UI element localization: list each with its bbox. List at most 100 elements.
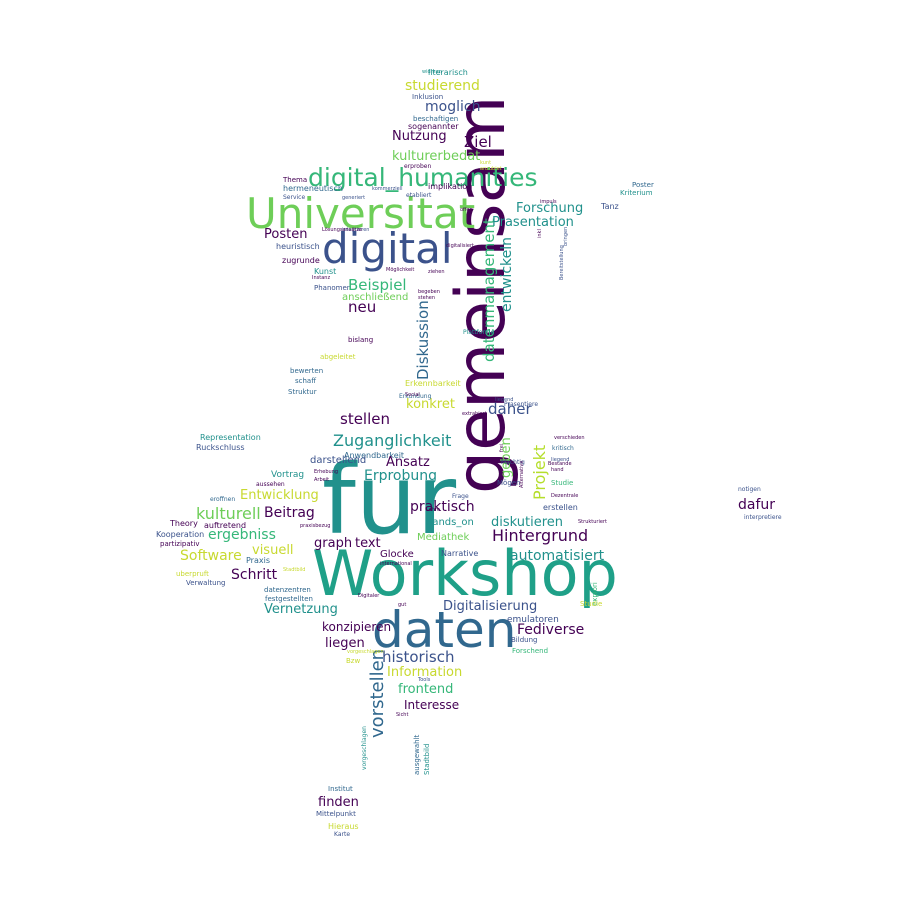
word: Information <box>387 665 463 680</box>
word: Inklusion <box>412 93 444 101</box>
word: finden <box>318 795 359 810</box>
word: extrahiert <box>462 411 487 417</box>
word: Thema <box>283 176 308 184</box>
word: frontend <box>398 682 454 697</box>
word: Karte <box>334 831 351 838</box>
word: Software <box>180 548 242 564</box>
word: datenzentren <box>264 586 311 594</box>
word: text <box>355 536 381 551</box>
word: Institut <box>328 785 353 793</box>
word: daten <box>372 601 517 659</box>
word: moglich <box>425 99 481 115</box>
word: bislang <box>348 336 374 344</box>
word: neu <box>348 298 377 316</box>
word: sogenannter <box>408 122 459 131</box>
word: integrieren <box>342 227 370 233</box>
word: interpretiere <box>744 514 782 521</box>
word: liegen <box>325 636 365 651</box>
word: Erhebung <box>314 469 339 475</box>
word: Lehre <box>426 507 440 513</box>
word: Forschung <box>516 201 584 216</box>
word: Digitaler <box>358 593 380 599</box>
word: etabliert <box>406 192 432 199</box>
word: Poster <box>632 181 654 189</box>
word: Alternative <box>519 460 525 488</box>
word: literarisch <box>428 68 468 77</box>
word: Forschend <box>512 647 549 655</box>
word: diskutieren <box>491 515 564 530</box>
word: Kooperation <box>156 530 205 539</box>
word: Nutzung <box>392 129 447 144</box>
word: gut <box>398 602 407 608</box>
word: Stadtbild <box>283 567 306 573</box>
word: Bestande <box>548 461 572 467</box>
word: hands_on <box>426 517 474 528</box>
word: Prasentiere <box>504 401 539 408</box>
word: Strukturiert <box>578 519 607 525</box>
word: Bereitstellung <box>559 245 565 280</box>
word: Vernetzung <box>264 602 338 617</box>
word: schaff <box>295 377 317 385</box>
word: Ruckschluss <box>196 443 245 452</box>
word: implikation <box>428 182 473 191</box>
word: Kriterium <box>620 189 653 197</box>
word: Prasentation <box>492 215 574 230</box>
word: kunt <box>480 160 492 166</box>
word: partizipativ <box>160 540 200 548</box>
word: Workshop <box>312 537 618 610</box>
word: eroffnen <box>210 496 236 503</box>
word: Arbeit <box>314 477 330 483</box>
word: abgeleitet <box>320 353 356 361</box>
word: entwickeln <box>499 237 515 312</box>
word: stellen <box>340 410 390 428</box>
word: Studie <box>551 479 574 487</box>
word: darstellend <box>310 455 367 466</box>
word: Instanz <box>312 275 331 281</box>
word: Anwendbarkeit <box>344 451 405 460</box>
word: international <box>380 561 412 567</box>
word: inkl <box>537 229 543 238</box>
word: Hintergrund <box>492 526 589 545</box>
word: Narrative <box>441 549 479 558</box>
word: Ansatz <box>386 455 430 470</box>
word: erproben <box>404 163 432 170</box>
word: Plattforme <box>463 329 495 336</box>
word: digitalisiert <box>446 243 475 249</box>
word: kritisch <box>552 445 574 452</box>
word: Erprobung <box>364 468 438 484</box>
word: ergebniss <box>208 527 276 543</box>
word: Diskussion <box>414 300 432 380</box>
word: ziehen <box>428 269 445 275</box>
word: kulturell <box>196 504 261 523</box>
word: hermeneutisch <box>283 184 343 193</box>
word: Bildung <box>511 636 538 644</box>
word: Zuganglichkeit <box>333 431 452 450</box>
word: festgestellten <box>265 595 313 603</box>
word: heuristisch <box>276 242 320 251</box>
word: Phanomen <box>314 284 352 292</box>
word: liegend <box>495 397 514 403</box>
word: visuell <box>252 543 294 558</box>
word: Ziel <box>464 133 492 151</box>
word: kulturerbedat <box>392 149 481 164</box>
word: bewerten <box>290 367 324 375</box>
word: konkret <box>406 397 455 412</box>
word: digital <box>322 224 453 273</box>
word: historisch <box>382 648 455 666</box>
word: ausgewahlt <box>413 734 421 775</box>
word: Representation <box>200 433 261 442</box>
word: offen <box>460 207 473 213</box>
word: Struktur <box>288 388 317 396</box>
word: Interesse <box>404 698 460 712</box>
word: generiert <box>342 195 366 201</box>
word: Verwaltung <box>186 579 226 587</box>
word: aussehen <box>256 481 285 488</box>
word: automatisiert <box>510 548 605 564</box>
word: praktisch <box>410 499 475 515</box>
word: Praxis <box>246 556 270 565</box>
word: Bzw <box>346 657 361 665</box>
word: Schritt <box>231 567 278 583</box>
word: Erkundung <box>399 393 432 400</box>
word: Theory <box>170 519 198 528</box>
